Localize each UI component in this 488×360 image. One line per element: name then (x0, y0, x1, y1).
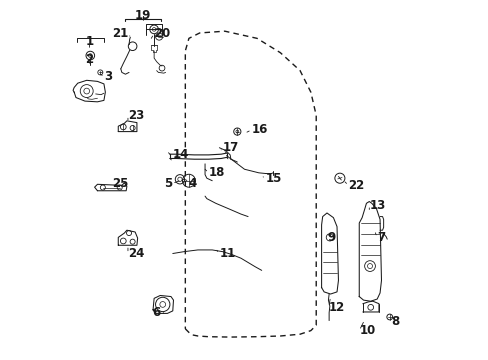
Text: 25: 25 (112, 177, 128, 190)
Text: 12: 12 (328, 301, 345, 314)
Text: 18: 18 (208, 166, 224, 179)
Text: 17: 17 (223, 141, 239, 154)
Text: 13: 13 (368, 199, 385, 212)
Text: 8: 8 (391, 315, 399, 328)
Text: 6: 6 (152, 306, 160, 319)
Text: 23: 23 (128, 109, 144, 122)
Text: 21: 21 (111, 27, 128, 40)
Text: 22: 22 (348, 179, 364, 192)
Text: 5: 5 (163, 177, 172, 190)
Text: 14: 14 (172, 148, 189, 161)
Text: 20: 20 (154, 27, 170, 40)
Text: 19: 19 (135, 9, 151, 22)
Text: 24: 24 (128, 247, 144, 260)
Text: 16: 16 (251, 123, 267, 136)
Text: 11: 11 (219, 247, 235, 260)
Text: 4: 4 (188, 177, 196, 190)
Text: 15: 15 (265, 172, 282, 185)
Text: 10: 10 (359, 324, 375, 337)
Text: 2: 2 (85, 53, 93, 66)
Text: 1: 1 (85, 35, 93, 49)
Text: 9: 9 (326, 231, 335, 244)
Text: 3: 3 (104, 70, 113, 83)
Text: 7: 7 (376, 231, 385, 244)
